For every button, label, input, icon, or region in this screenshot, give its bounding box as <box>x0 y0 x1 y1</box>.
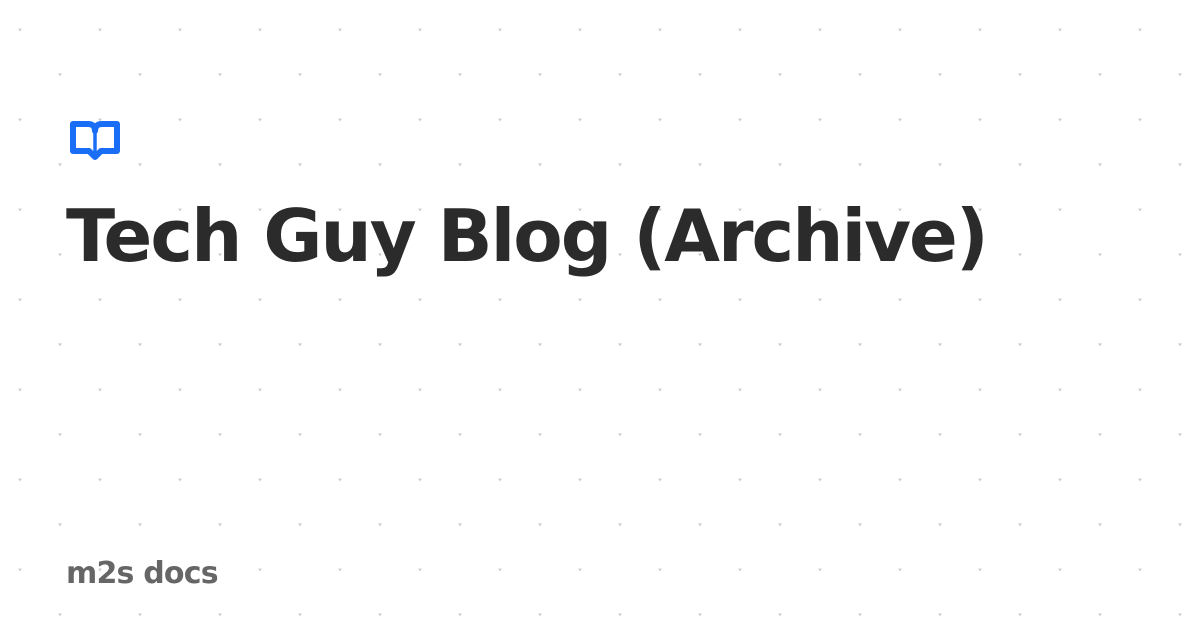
page-title: Tech Guy Blog (Archive) <box>66 194 989 278</box>
site-name: m2s docs <box>66 556 219 591</box>
open-book-icon <box>70 121 120 160</box>
